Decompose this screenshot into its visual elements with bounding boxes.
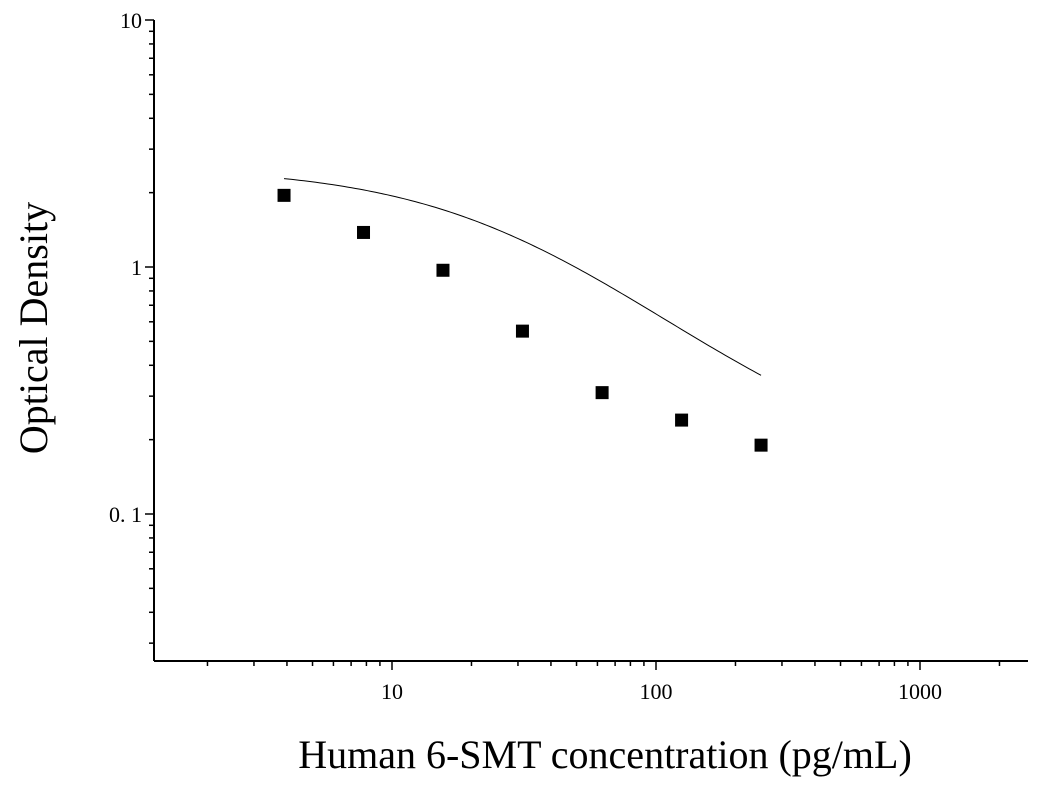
fit-curve-layer — [283, 178, 762, 376]
fit-curve — [283, 178, 762, 376]
data-point — [357, 225, 371, 239]
x-axis-title: Human 6-SMT concentration (pg/mL) — [298, 732, 912, 777]
x-tick-label: 1000 — [898, 679, 942, 704]
data-point — [595, 386, 609, 400]
data-point — [436, 263, 450, 277]
ticks: 0. 1 1 10 10 100 1000 — [109, 8, 1001, 704]
data-point — [754, 438, 768, 452]
axes — [153, 20, 1028, 662]
data-point — [675, 413, 689, 427]
data-points — [277, 188, 768, 452]
y-axis-title: Optical Density — [11, 202, 56, 454]
y-tick-label: 0. 1 — [109, 502, 142, 527]
y-tick-label: 10 — [120, 8, 142, 33]
data-point — [515, 324, 529, 338]
x-tick-label: 10 — [381, 679, 403, 704]
y-tick-label: 1 — [131, 255, 142, 280]
x-tick-label: 100 — [640, 679, 673, 704]
data-point — [277, 188, 291, 202]
